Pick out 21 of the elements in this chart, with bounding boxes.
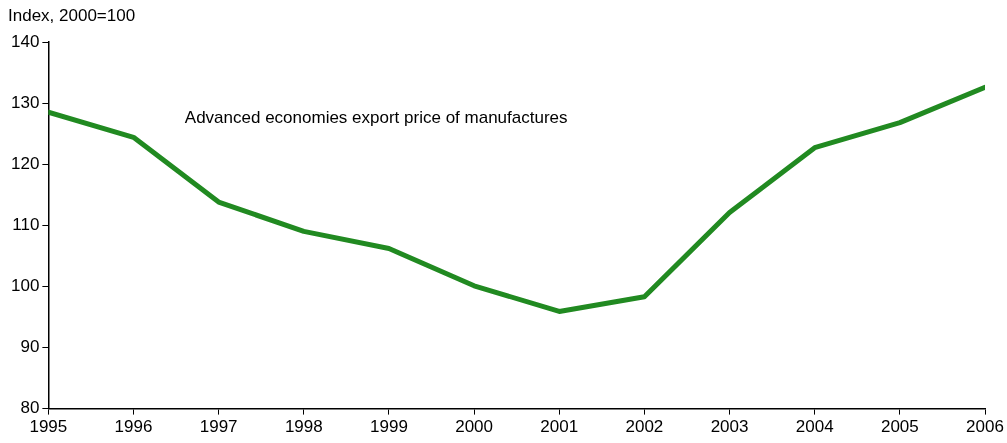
y-tick-label: 80 — [20, 398, 40, 418]
x-tick-label: 1997 — [199, 417, 238, 437]
y-tick-label: 130 — [10, 92, 40, 112]
x-tick-label: 1995 — [29, 417, 68, 437]
y-axis-title: Index, 2000=100 — [8, 6, 136, 26]
x-tick-label: 1998 — [284, 417, 323, 437]
x-tick-label: 2006 — [966, 417, 1004, 437]
x-tick-label: 1999 — [370, 417, 408, 437]
text: Advanced economies export price of manufactures — [184, 107, 568, 127]
y-tick-label: 140 — [10, 31, 40, 51]
x-tick-label: 2000 — [455, 417, 494, 437]
x-tick-label: 2005 — [880, 417, 919, 437]
y-tick-label: 100 — [10, 276, 40, 296]
x-tick-label: 2003 — [710, 417, 749, 437]
y-tick-label: 90 — [20, 337, 40, 357]
y-tick-label: 120 — [10, 153, 40, 173]
x-tick-label: 2004 — [795, 417, 834, 437]
x-tick-label: 2001 — [540, 417, 579, 437]
x-tick-label: 1996 — [114, 417, 153, 437]
x-tick-label: 2002 — [625, 417, 664, 437]
y-tick-label: 110 — [12, 214, 40, 234]
